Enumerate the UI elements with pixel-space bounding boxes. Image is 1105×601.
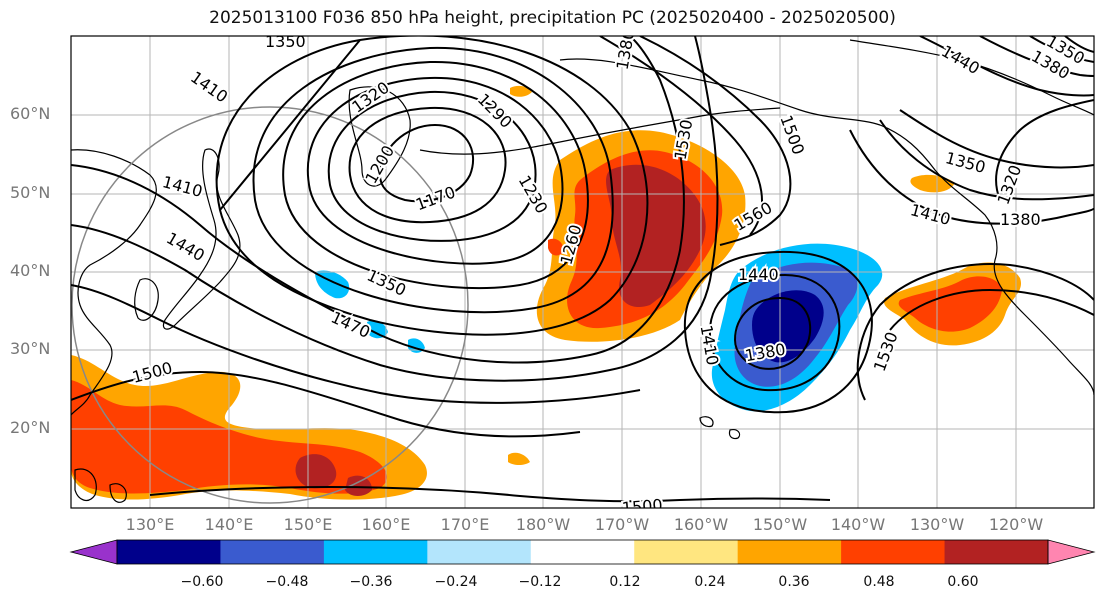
lon-label-130w: 130°W [909,515,965,534]
contour-1560 [639,36,792,246]
lon-label-140w: 140°W [830,515,886,534]
map-frame [70,35,1095,509]
colorbar-cell [737,540,842,564]
coast-philippines [74,468,127,503]
colorbar-extend-low [69,539,118,565]
lat-label-20n: 20°N [10,418,51,437]
contour-1230 [327,90,537,242]
contour-1350 [215,36,649,336]
contour-1290 [282,60,589,290]
coast-hawaii [699,416,741,440]
lat-label-60n: 60°N [10,104,51,123]
coast-kamchatka [348,86,411,187]
colorbar-cell [944,540,1049,564]
contour-1410-low [708,273,841,392]
colorbar-cell [220,540,325,564]
contour-1350-ne [1064,36,1094,53]
colorbar-tick-label: 0.36 [778,574,810,590]
contour-1200 [348,106,507,224]
colorbar-extend-high [1047,539,1096,565]
contour-1530-east [856,263,1094,401]
lon-label-120w: 120°W [988,515,1044,534]
contour-1410-east [849,129,1094,225]
lon-label-160e: 160°E [361,515,411,534]
contour-1470 [71,284,641,404]
lat-label-50n: 50°N [10,183,51,202]
contour-1530 [599,36,763,236]
contour-1500-east [889,288,1094,331]
precip-positive-spot-2 [508,452,530,465]
lon-label-160w: 160°W [673,515,729,534]
contour-1500 [71,370,581,438]
lon-label-170w: 170°W [594,515,650,534]
contour-1410-west [71,36,685,364]
colorbar-tick-label: −0.48 [265,574,309,590]
colorbar-tick-label: −0.24 [434,574,478,590]
contour-1380-ne [1029,36,1094,63]
coast-asia [71,149,157,416]
contour-1380-low [733,296,812,370]
lon-label-130e: 130°E [125,515,175,534]
contour-1320 [252,46,614,314]
colorbar-cell [117,540,221,564]
colorbar-tick-label: 0.60 [947,574,979,590]
colorbar-tick-label: 0.12 [609,574,641,590]
colorbar [69,539,1096,565]
graticule [71,36,1094,508]
precip-positive-southwest-max [295,454,337,489]
contour-1380-east [879,119,1094,201]
lon-label-140e: 140°E [204,515,254,534]
colorbar-tick-label: 0.24 [694,574,726,590]
colorbar-cell [530,540,635,564]
contour-1260 [307,76,564,265]
coast-korea [134,278,159,321]
lon-label-150w: 150°W [752,515,808,534]
colorbar-cell [323,540,428,564]
precip-positive-spot-1 [510,85,532,97]
precip-positive-spot-3 [548,238,564,256]
contour-1500-south [149,485,831,503]
colorbar-frame [116,539,1049,565]
colorbar-tick-label: 0.48 [863,574,895,590]
contour-1320-east [995,99,1094,201]
colorbar-tick-label: −0.60 [180,574,224,590]
lon-label-150e: 150°E [283,515,333,534]
great-circle [71,106,469,504]
lat-label-40n: 40°N [10,261,51,280]
precip-positive-southwest-max-2 [345,475,372,496]
coast-aleutians [419,107,781,155]
colorbar-tick-label: −0.12 [518,574,562,590]
coast-alaska [559,58,1094,396]
coast-japan [162,148,241,330]
colorbar-cell [841,540,946,564]
contour-1440-low [683,250,873,414]
contour-label: 1440 [738,265,779,284]
lon-label-180w: 180°W [515,515,571,534]
contour-label: 1350 [265,32,306,51]
lat-label-30n: 30°N [10,339,51,358]
contour-1410-ne [979,36,1094,77]
precip-negative-central-core [752,290,824,363]
height-contours [71,36,1094,503]
colorbar-cell [427,540,532,564]
contour-1440-ne [919,36,1094,97]
colorbar-tick-label: −0.36 [349,574,393,590]
contour-1170 [378,123,475,203]
contour-1440-west [71,36,719,382]
map-title: 2025013100 F036 850 hPa height, precipit… [209,8,896,28]
lon-label-170e: 170°E [440,515,490,534]
contour-label: 1380 [1000,210,1041,229]
colorbar-cell [634,540,739,564]
precip-negative-spot-2 [367,320,388,339]
